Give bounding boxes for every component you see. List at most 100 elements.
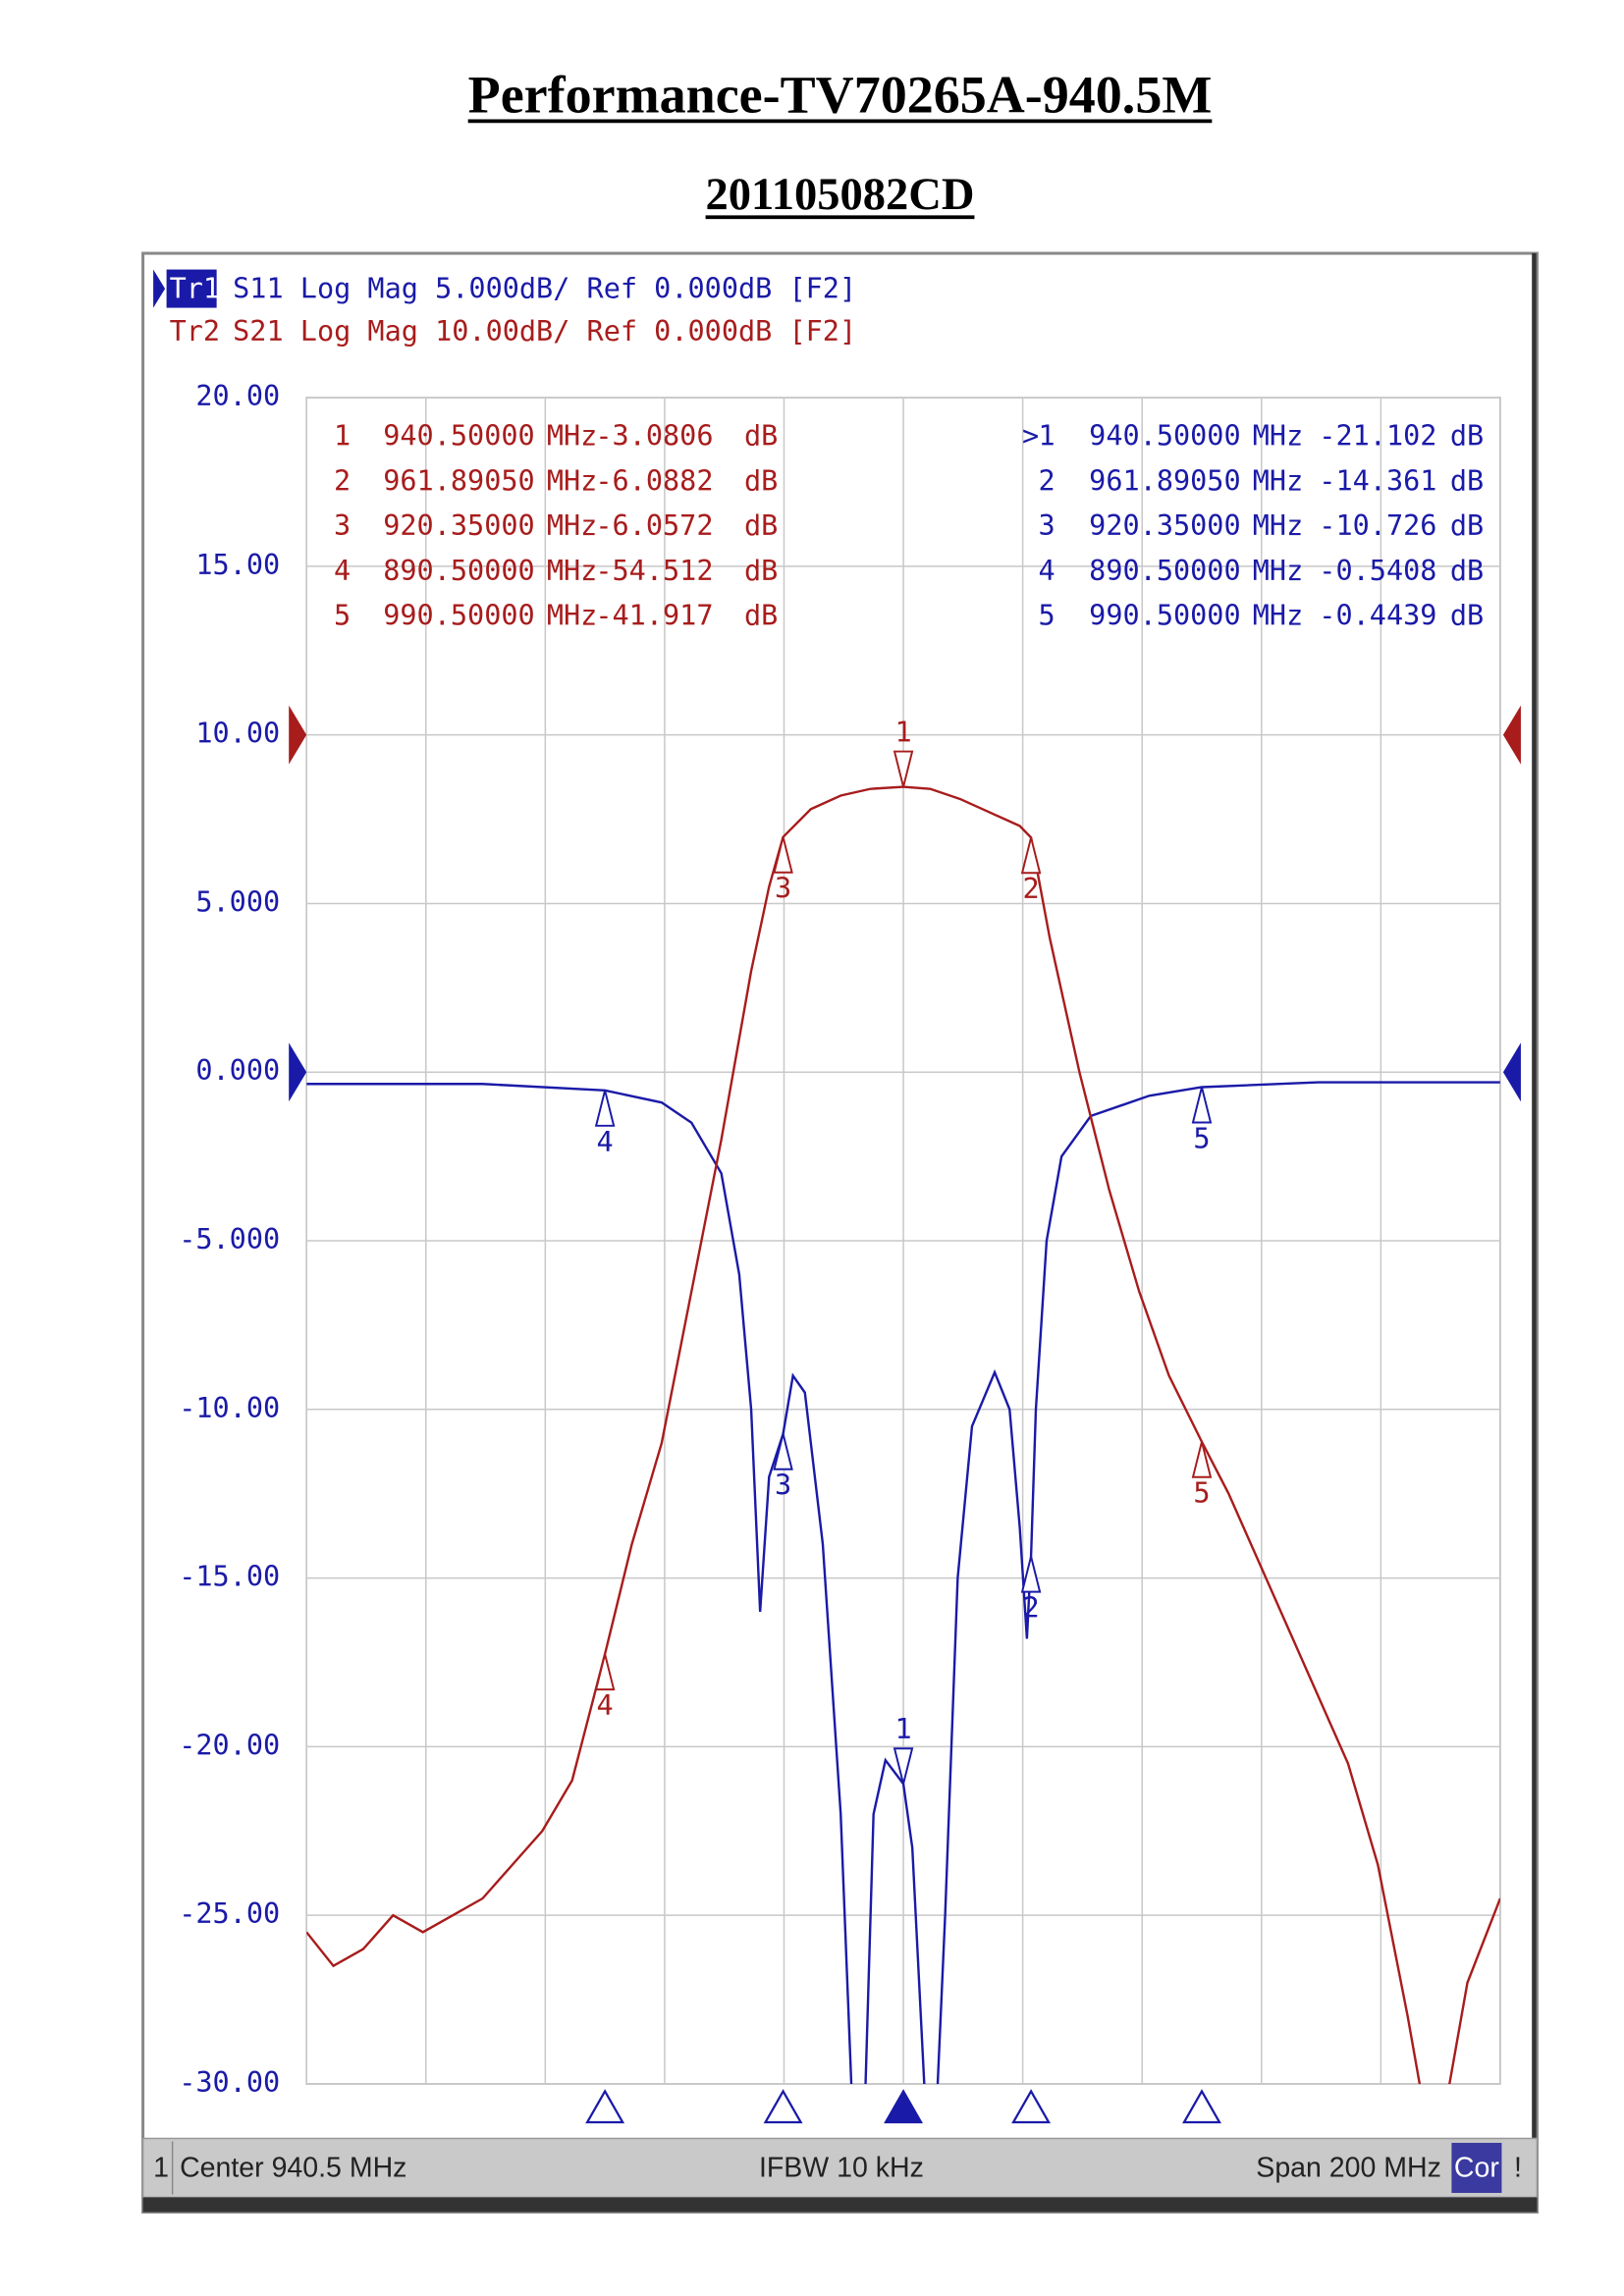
marker-id: 5 [1038,600,1055,632]
marker-unit: dB [1450,600,1484,632]
marker-freq: 920.35000 [1089,509,1240,542]
trace-marker-label: 5 [1193,1122,1210,1154]
marker-id: 2 [1038,464,1055,497]
marker-value: -14.361 [1319,464,1436,497]
y-tick-label: -30.00 [179,2066,280,2099]
marker-freq: 920.35000 [383,509,534,542]
y-tick-label: -10.00 [179,1392,280,1424]
status-bar-edge [142,2197,1538,2213]
marker-unit: MHz [547,600,597,632]
marker-freq: 940.50000 [383,420,534,453]
marker-value: -21.102 [1319,420,1436,453]
y-tick-label: -15.00 [179,1561,280,1593]
trace-marker [1191,1441,1213,1478]
trace-name: Tr2 [170,315,220,347]
y-tick-label: -20.00 [179,1729,280,1761]
marker-value: -10.726 [1319,509,1436,542]
cor-box [1451,2142,1502,2193]
stimulus-marker [1011,2089,1052,2124]
trace-marker-label: 3 [775,873,791,905]
marker-unit: dB [744,600,778,632]
marker-value: -6.0882 [595,464,713,497]
stimulus-marker [884,2089,924,2124]
marker-value: -0.5408 [1319,555,1436,587]
marker-unit: dB [1450,555,1484,587]
trace-marker-label: 5 [1193,1477,1210,1510]
marker-unit: MHz [547,464,597,497]
marker-id: 5 [334,600,351,632]
marker-id: 4 [334,555,351,587]
title: Performance-TV70265A-940.5M [468,65,1213,124]
marker-value: -3.0806 [595,420,713,453]
y-tick-label: 10.00 [195,718,280,750]
y-tick-label: 15.00 [195,549,280,581]
marker-unit: dB [1450,509,1484,542]
trace-marker [1020,837,1042,875]
span: Span 200 MHz [1256,2153,1441,2184]
marker-id: 1 [334,420,351,453]
trace-marker [893,1747,914,1785]
marker-value: -6.0572 [595,509,713,542]
trace-marker [1020,1556,1042,1593]
trace-marker-label: 2 [1022,1592,1039,1625]
ifbw: IFBW 10 kHz [759,2153,924,2184]
marker-freq: 961.89050 [383,464,534,497]
y-tick-label: 0.000 [195,1054,280,1087]
active-marker-prefix: > [1022,420,1039,453]
marker-freq: 890.50000 [383,555,534,587]
trace-marker-label: 4 [597,1126,614,1158]
active-trace-highlight [166,269,217,308]
marker-id: 1 [1038,420,1055,453]
marker-unit: MHz [547,555,597,587]
stimulus-marker [1182,2089,1221,2124]
y-tick-label: 5.000 [195,885,280,918]
marker-id: 3 [334,509,351,542]
stimulus-marker [585,2089,625,2124]
active-trace-indicator [153,269,166,308]
trace-marker [594,1653,616,1691]
subtitle: 201105082CD [706,170,975,220]
marker-freq: 890.50000 [1089,555,1240,587]
marker-value: -0.4439 [1319,600,1436,632]
marker-unit: MHz [547,420,597,453]
status: ! [1514,2153,1522,2184]
trace-marker-label: 1 [894,717,911,749]
channel: 1 [153,2153,169,2184]
marker-id: 4 [1038,555,1055,587]
trace-marker [1191,1087,1213,1124]
marker-unit: dB [744,509,778,542]
trace-header: S11 Log Mag 5.000dB/ Ref 0.000dB [F2] [233,273,856,305]
trace-marker [773,836,793,874]
marker-unit: dB [1450,464,1484,497]
center-freq: Center 940.5 MHz [180,2153,406,2184]
trace-name: Tr1 [170,273,220,305]
trace-marker-label: 3 [775,1469,791,1502]
status-bar [141,2137,1539,2199]
marker-unit: dB [744,464,778,497]
y-tick-label: -5.000 [179,1223,280,1255]
marker-freq: 961.89050 [1089,464,1240,497]
trace-marker-label: 1 [894,1713,911,1745]
marker-id: 2 [334,464,351,497]
marker-id: 3 [1038,509,1055,542]
marker-unit: dB [744,555,778,587]
marker-unit: MHz [1253,509,1303,542]
marker-unit: MHz [1253,464,1303,497]
ref-marker [1502,1042,1521,1102]
trace-marker-label: 2 [1022,873,1039,905]
marker-freq: 990.50000 [1089,600,1240,632]
marker-unit: MHz [547,509,597,542]
trace-marker [893,750,914,787]
ref-marker [289,705,307,765]
trace-marker [773,1433,793,1470]
marker-unit: dB [744,420,778,453]
y-tick-label: -25.00 [179,1897,280,1930]
ref-marker [1502,705,1521,765]
correction: Cor [1454,2153,1499,2184]
marker-freq: 940.50000 [1089,420,1240,453]
ref-marker [289,1042,307,1102]
trace-marker-label: 4 [597,1689,614,1722]
marker-value: -41.917 [595,600,713,632]
stimulus-marker [763,2089,803,2124]
